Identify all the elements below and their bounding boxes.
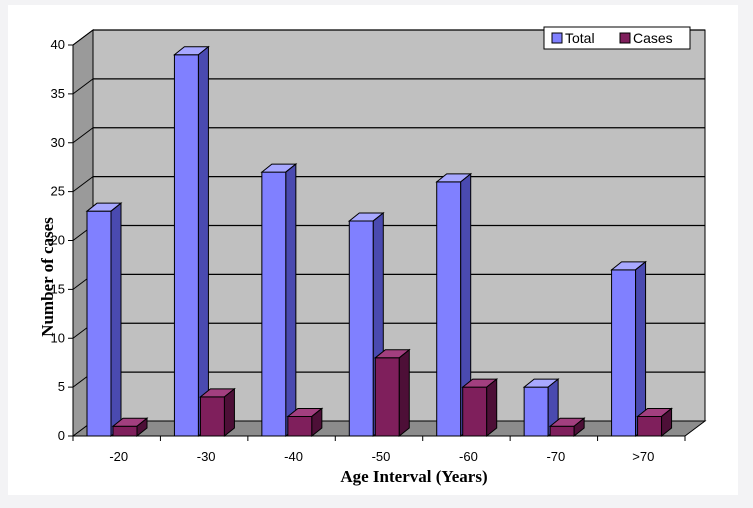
bar-side [573, 417, 585, 438]
bar-front [637, 415, 663, 437]
bar-cases-3 [373, 348, 411, 438]
bar-side [223, 387, 235, 438]
legend-box [543, 26, 691, 50]
y-axis-title: Number of cases [38, 217, 57, 337]
bar-front [374, 357, 400, 437]
bar-total-6 [610, 260, 647, 438]
bar-side [197, 45, 209, 438]
bar-front [549, 425, 575, 437]
legend-label-cases: Cases [633, 30, 673, 46]
y-tick-label: 35 [51, 86, 65, 101]
bar-cases-2 [286, 407, 324, 438]
bar-side [136, 417, 148, 438]
bar-total-5 [522, 378, 560, 438]
gridline-side [72, 29, 94, 46]
y-tick-label: 20 [51, 233, 65, 248]
x-tick-label: -60 [459, 449, 478, 464]
bar-cases-1 [199, 387, 236, 438]
bar-cases-5 [548, 417, 586, 438]
bar-side [285, 163, 297, 438]
bar-front [86, 210, 112, 437]
legend-swatch-cases [619, 32, 631, 44]
bar-total-2 [260, 163, 298, 438]
x-tick-label: -30 [197, 449, 216, 464]
bar-front [112, 425, 138, 437]
gridline-side [72, 176, 94, 193]
x-axis-title: Age Interval (Years) [340, 467, 487, 486]
legend-swatch-total [551, 32, 563, 44]
bar-front [348, 220, 374, 437]
bar-side [311, 407, 323, 438]
y-tick-label: 15 [51, 281, 65, 296]
y-tick-label: 10 [51, 330, 65, 345]
bar-cases-0 [111, 417, 149, 438]
bar-chart: 0 5 10 15 20 25 30 35 40 -20 -30 -40 -50 -60 -70 >70 N… [38, 26, 707, 486]
x-tick-label: -40 [284, 449, 303, 464]
bar-front [436, 181, 462, 437]
y-tick-label: 5 [58, 379, 65, 394]
x-tick-label: -20 [109, 449, 128, 464]
gridline-side [72, 127, 94, 144]
axes [68, 44, 686, 441]
x-tick-label: -50 [372, 449, 391, 464]
legend: Total Cases [543, 26, 691, 50]
bar-front [287, 415, 313, 437]
bar-side [486, 378, 498, 438]
bar-cases-4 [461, 378, 499, 438]
y-tick-label: 0 [58, 428, 65, 443]
bar-front [173, 54, 199, 437]
bar-side [661, 407, 673, 438]
bar-cases-6 [636, 407, 673, 438]
gridline-side [72, 78, 94, 95]
y-tick-labels: 0 5 10 15 20 25 30 35 40 [51, 37, 65, 443]
bar-front [261, 171, 287, 437]
y-tick-label: 25 [51, 184, 65, 199]
chart-container: 0 5 10 15 20 25 30 35 40 -20 -30 -40 -50 -60 -70 >70 N… [8, 5, 738, 495]
bar-front [199, 396, 225, 437]
x-tick-labels: -20 -30 -40 -50 -60 -70 >70 [109, 449, 654, 464]
bar-total-1 [173, 45, 210, 438]
bar-total-4 [435, 172, 473, 438]
bar-side [635, 260, 647, 438]
bar-total-0 [85, 202, 123, 438]
bar-side [398, 348, 410, 438]
bar-front [523, 386, 549, 437]
y-tick-label: 30 [51, 135, 65, 150]
y-tick-label: 40 [51, 37, 65, 52]
bar-side [110, 202, 122, 438]
x-tick-label: >70 [632, 449, 654, 464]
x-tick-label: -70 [546, 449, 565, 464]
bar-front [611, 269, 637, 437]
bar-front [462, 386, 488, 437]
legend-label-total: Total [565, 30, 595, 46]
